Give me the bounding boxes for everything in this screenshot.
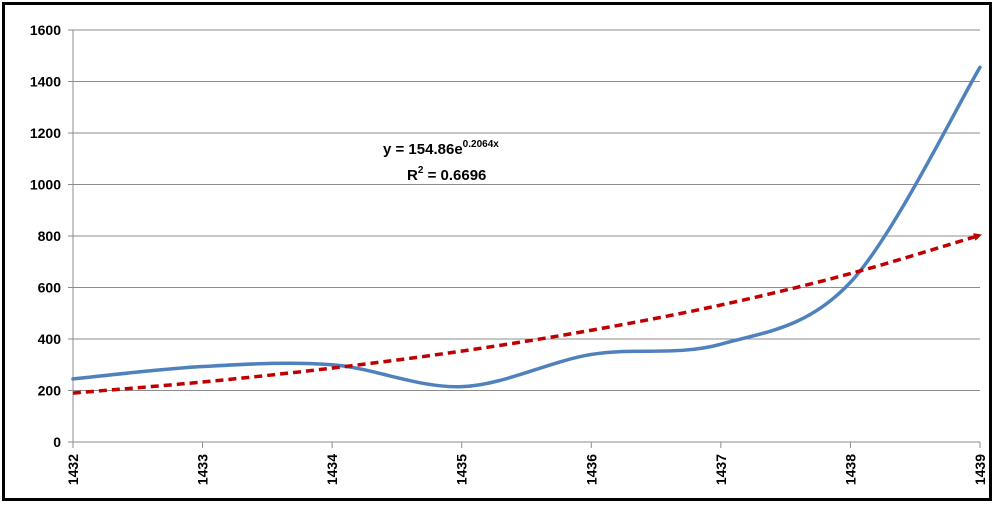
series-line-data (71, 65, 982, 389)
r-squared-label: R2 = 0.6696 (407, 165, 486, 184)
y-tick-label: 0 (53, 434, 61, 450)
equation-prefix: y = 154.86e (383, 141, 463, 158)
y-tick-label: 400 (38, 331, 62, 347)
y-tick-label: 600 (38, 280, 62, 296)
equation-exponent: 0.2064x (463, 139, 500, 150)
x-tick-label: 1438 (842, 454, 858, 485)
y-tick-label: 800 (38, 228, 62, 244)
y-tick-label: 1000 (30, 177, 61, 193)
x-tick-label: 1435 (454, 454, 470, 485)
grid-lines (73, 29, 980, 391)
x-tick-label: 1437 (713, 454, 729, 485)
y-tick-label: 1400 (30, 74, 61, 90)
chart-frame (2, 2, 992, 501)
tick-labels: 0 200 400 600 800 1000 1200 1400 1600 1432 1433 143… (30, 22, 988, 485)
x-tick-label: 1434 (324, 454, 340, 485)
y-tick-label: 200 (38, 383, 62, 399)
equation-label: y = 154.86e0.2064x (383, 139, 499, 158)
r2-superscript: 2 (418, 165, 424, 176)
y-tick-label: 1600 (30, 22, 61, 38)
x-tick-label: 1439 (972, 454, 988, 485)
y-tick-label: 1200 (30, 125, 61, 141)
series-group (71, 65, 982, 395)
x-tick-label: 1433 (195, 454, 211, 485)
x-tick-label: 1436 (583, 454, 599, 485)
series-line-trendline (72, 233, 982, 395)
r2-value: = 0.6696 (423, 167, 486, 184)
x-tick-label: 1432 (65, 454, 81, 485)
axes (68, 29, 981, 448)
r2-prefix: R (407, 167, 418, 184)
trendline-annotation: y = 154.86e0.2064x R2 = 0.6696 (383, 139, 499, 184)
